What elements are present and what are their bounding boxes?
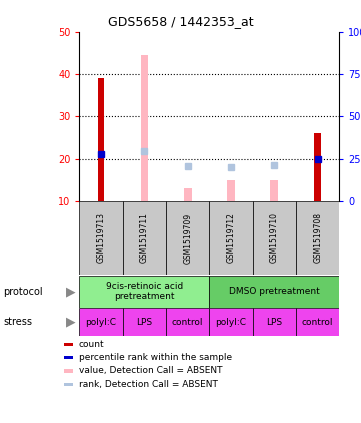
Text: GDS5658 / 1442353_at: GDS5658 / 1442353_at — [108, 15, 253, 28]
Text: LPS: LPS — [136, 318, 152, 327]
Bar — [166, 201, 209, 275]
Bar — [296, 308, 339, 336]
Text: percentile rank within the sample: percentile rank within the sample — [79, 353, 232, 362]
Text: control: control — [172, 318, 204, 327]
Text: GSM1519710: GSM1519710 — [270, 212, 279, 264]
Text: polyI:C: polyI:C — [86, 318, 117, 327]
Text: ▶: ▶ — [66, 316, 75, 329]
Bar — [64, 356, 73, 359]
Text: DMSO pretreatment: DMSO pretreatment — [229, 287, 320, 296]
Text: rank, Detection Call = ABSENT: rank, Detection Call = ABSENT — [79, 380, 218, 389]
Bar — [166, 308, 209, 336]
Text: protocol: protocol — [4, 287, 43, 297]
Text: count: count — [79, 340, 104, 349]
Text: 9cis-retinoic acid
pretreatment: 9cis-retinoic acid pretreatment — [106, 282, 183, 301]
Text: stress: stress — [4, 317, 32, 327]
Bar — [64, 383, 73, 386]
Text: GSM1519712: GSM1519712 — [227, 212, 235, 264]
Text: polyI:C: polyI:C — [216, 318, 247, 327]
Bar — [296, 201, 339, 275]
Text: control: control — [302, 318, 334, 327]
Bar — [64, 369, 73, 373]
Bar — [140, 55, 148, 201]
Bar — [79, 276, 209, 308]
Bar — [98, 78, 104, 201]
Bar — [209, 201, 253, 275]
Bar — [64, 343, 73, 346]
Bar — [209, 276, 339, 308]
Bar — [314, 133, 321, 201]
Bar — [253, 308, 296, 336]
Text: GSM1519709: GSM1519709 — [183, 212, 192, 264]
Text: ▶: ▶ — [66, 285, 75, 298]
Bar — [184, 188, 192, 201]
Bar — [79, 308, 123, 336]
Text: GSM1519711: GSM1519711 — [140, 212, 149, 264]
Text: value, Detection Call = ABSENT: value, Detection Call = ABSENT — [79, 366, 222, 376]
Text: GSM1519713: GSM1519713 — [97, 212, 105, 264]
Bar — [123, 201, 166, 275]
Text: LPS: LPS — [266, 318, 282, 327]
Bar — [209, 308, 253, 336]
Bar — [270, 180, 278, 201]
Bar — [253, 201, 296, 275]
Text: GSM1519708: GSM1519708 — [313, 212, 322, 264]
Bar — [79, 201, 123, 275]
Bar — [227, 180, 235, 201]
Bar — [123, 308, 166, 336]
